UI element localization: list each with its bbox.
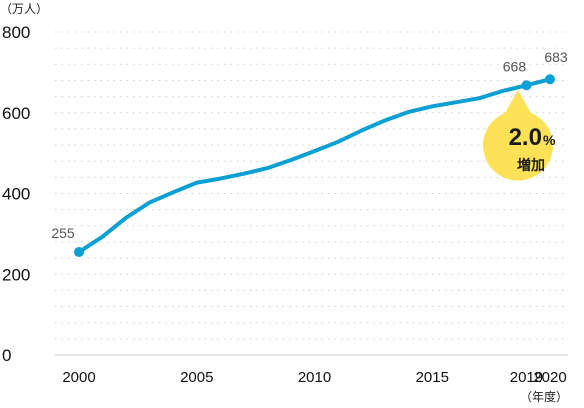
gridlines xyxy=(55,31,568,356)
x-tick-label: 2015 xyxy=(416,369,449,386)
y-tick-label: 400 xyxy=(2,185,30,204)
x-tick-label: 2019 xyxy=(510,369,543,386)
data-points xyxy=(74,74,555,258)
series-line xyxy=(77,77,552,254)
data-point xyxy=(74,247,84,258)
x-tick-label: 2010 xyxy=(298,369,331,386)
data-label: 683 xyxy=(544,49,568,65)
x-tick-label: 2020 xyxy=(533,369,566,386)
y-tick-label: 600 xyxy=(2,104,30,123)
y-tick-label: 800 xyxy=(2,23,30,42)
x-axis-unit: （年度） xyxy=(520,389,568,404)
data-label: 255 xyxy=(51,225,75,241)
x-tick-label: 2005 xyxy=(180,369,213,386)
growth-badge: 2.0% 増加 xyxy=(483,90,556,181)
data-labels: 255 668 683 xyxy=(51,49,568,241)
y-axis-unit: （万人） xyxy=(0,2,48,16)
data-point xyxy=(521,80,532,91)
badge-bubble xyxy=(483,90,554,181)
badge-text: 増加 xyxy=(517,157,545,173)
data-label: 668 xyxy=(503,58,527,74)
x-tick-label: 2000 xyxy=(62,369,95,386)
data-point xyxy=(545,74,555,85)
y-tick-label: 0 xyxy=(2,346,11,365)
y-axis-ticks: 0 200 400 600 800 xyxy=(2,23,30,365)
y-tick-label: 200 xyxy=(2,265,30,284)
badge-percent: 2.0% xyxy=(509,124,556,151)
